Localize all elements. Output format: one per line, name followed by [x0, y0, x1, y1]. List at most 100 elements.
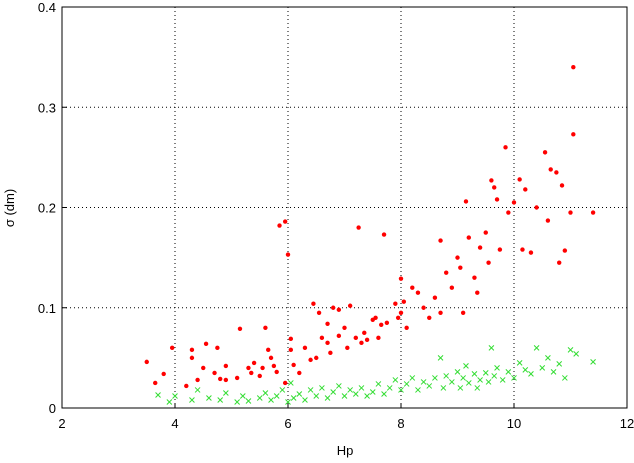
x-tick-label: 10 — [507, 416, 521, 431]
point — [328, 350, 333, 356]
point — [494, 365, 500, 371]
point — [325, 340, 330, 346]
point — [475, 290, 480, 295]
point — [314, 355, 319, 361]
plot-frame — [61, 6, 628, 409]
point — [415, 387, 421, 393]
point — [420, 379, 427, 385]
point — [557, 260, 562, 265]
x-tick-label: 8 — [397, 416, 404, 431]
point — [516, 360, 523, 366]
point — [533, 344, 540, 351]
y-tick-label: 0.1 — [38, 301, 56, 316]
point — [386, 385, 393, 391]
point — [463, 363, 469, 369]
point — [239, 393, 246, 399]
y-tick-label: 0 — [49, 401, 56, 416]
point — [218, 376, 223, 382]
point — [282, 380, 288, 386]
point — [381, 391, 387, 397]
point — [356, 225, 361, 230]
point — [347, 387, 354, 393]
point — [381, 232, 387, 237]
point — [212, 370, 217, 376]
point — [262, 390, 269, 396]
point — [477, 245, 483, 250]
point — [523, 187, 528, 192]
point — [288, 336, 294, 342]
point — [379, 322, 384, 327]
point — [542, 150, 548, 155]
point — [352, 391, 359, 397]
point — [266, 347, 271, 353]
point — [497, 247, 503, 252]
point — [409, 375, 416, 381]
point — [311, 301, 316, 306]
point — [471, 371, 478, 377]
point — [184, 383, 189, 389]
y-tick-label: 0.3 — [38, 100, 56, 115]
point — [506, 210, 511, 215]
point — [201, 365, 206, 371]
point — [548, 167, 553, 172]
x-axis-label: Hp — [337, 443, 354, 458]
point — [290, 395, 297, 401]
point — [401, 299, 407, 304]
point — [288, 347, 294, 353]
point — [203, 341, 209, 347]
point — [410, 285, 415, 290]
point — [345, 345, 350, 351]
point — [432, 295, 438, 300]
point — [590, 359, 596, 365]
point — [511, 375, 517, 381]
point — [460, 375, 467, 381]
point — [189, 347, 195, 353]
point — [482, 370, 489, 376]
point — [562, 248, 568, 253]
point — [373, 315, 378, 320]
point — [313, 393, 320, 399]
point — [505, 369, 512, 375]
point — [485, 379, 492, 385]
point — [302, 397, 308, 403]
point — [443, 373, 450, 379]
point — [194, 387, 201, 393]
point — [291, 362, 296, 368]
point — [393, 301, 398, 306]
point — [571, 132, 576, 137]
y-axis-label: σ (dm) — [2, 189, 17, 227]
point — [568, 210, 573, 215]
point — [415, 290, 421, 295]
point — [369, 389, 376, 395]
point — [432, 375, 438, 381]
point — [282, 219, 288, 224]
point — [376, 335, 381, 341]
point — [237, 326, 243, 332]
point — [153, 380, 158, 386]
point — [474, 385, 481, 391]
point — [494, 197, 500, 202]
point — [444, 270, 449, 275]
point — [155, 392, 161, 398]
point — [522, 367, 529, 373]
point — [342, 325, 347, 330]
point — [528, 371, 534, 377]
point — [279, 387, 286, 393]
point — [454, 369, 461, 375]
point — [460, 310, 466, 315]
point — [384, 320, 390, 325]
point — [392, 377, 399, 383]
point — [449, 285, 455, 290]
point — [534, 205, 539, 210]
x-tick-label: 2 — [58, 416, 65, 431]
point — [573, 351, 580, 357]
point — [285, 399, 291, 405]
point — [287, 380, 294, 386]
point — [246, 365, 251, 371]
point — [297, 370, 302, 376]
x-tick-label: 12 — [620, 416, 634, 431]
point — [437, 355, 444, 361]
point — [465, 380, 472, 386]
point — [325, 321, 330, 326]
